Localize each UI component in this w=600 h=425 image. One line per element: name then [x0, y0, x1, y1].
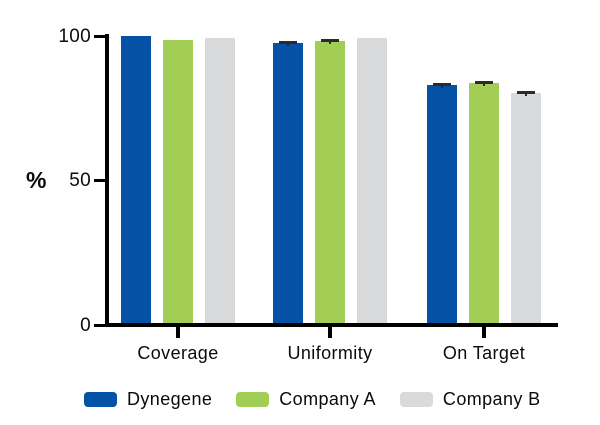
- x-tick-mark: [482, 327, 486, 338]
- legend-swatch: [399, 392, 433, 407]
- legend-item-company-a: Company A: [236, 389, 376, 410]
- y-tick-mark: [94, 179, 106, 182]
- error-bar-cap: [279, 40, 297, 44]
- x-tick-mark: [176, 327, 180, 338]
- legend-label: Dynegene: [127, 389, 213, 409]
- category-label: Coverage: [137, 343, 219, 363]
- y-tick-label: 100: [58, 25, 91, 47]
- x-axis-line: [105, 323, 558, 327]
- bar-company-a-uniformity: [315, 40, 345, 323]
- bar-company-b-coverage: [205, 37, 235, 323]
- bar-company-b-uniformity: [357, 38, 387, 323]
- bar-dynegene-on-target: [427, 85, 457, 323]
- bar-company-a-on-target: [469, 83, 499, 323]
- y-axis-line: [105, 34, 109, 327]
- category-label: On Target: [442, 343, 526, 363]
- y-tick-label: 0: [80, 314, 91, 336]
- legend-label: Company B: [442, 389, 541, 409]
- bar-company-a-coverage: [163, 39, 193, 323]
- category-label: Uniformity: [287, 343, 373, 363]
- error-bar-cap: [433, 83, 451, 87]
- x-tick-mark: [328, 327, 332, 338]
- legend-label: Company A: [279, 389, 376, 409]
- bar-dynegene-coverage: [121, 36, 151, 323]
- legend-swatch: [84, 392, 117, 407]
- error-bar-cap: [475, 80, 493, 84]
- y-tick-mark: [94, 323, 106, 327]
- bar-company-b-on-target: [511, 92, 541, 323]
- y-tick-label: 50: [69, 170, 91, 191]
- legend-item-company-b: Company B: [399, 389, 541, 410]
- legend-swatch: [236, 392, 270, 407]
- legend-item-dynegene: Dynegene: [84, 389, 212, 410]
- legend: Dynegene Company A Company B: [84, 389, 541, 410]
- error-bar-cap: [517, 91, 535, 95]
- bar-dynegene-uniformity: [273, 42, 303, 323]
- y-tick-mark: [94, 34, 106, 38]
- y-axis-label: %: [26, 167, 47, 193]
- error-bar-cap: [321, 39, 339, 43]
